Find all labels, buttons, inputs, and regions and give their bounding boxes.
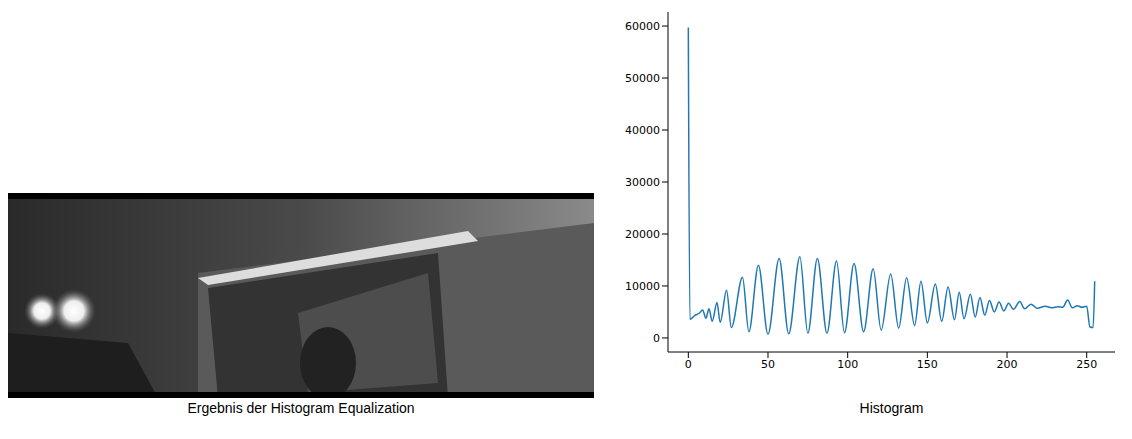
svg-text:250: 250 <box>1076 358 1097 371</box>
svg-text:0: 0 <box>685 358 692 371</box>
svg-text:10000: 10000 <box>625 280 660 293</box>
svg-text:100: 100 <box>837 358 858 371</box>
svg-text:60000: 60000 <box>625 20 660 33</box>
html-text:Histogram: Histogram <box>859 400 924 416</box>
svg-text:0: 0 <box>653 332 660 345</box>
svg-text:30000: 30000 <box>625 176 660 189</box>
svg-text:150: 150 <box>917 358 938 371</box>
svg-text:20000: 20000 <box>625 228 660 241</box>
svg-text:50000: 50000 <box>625 72 660 85</box>
html-text:Ergebnis der Histogram Equaliz: Ergebnis der Histogram Equalization <box>187 400 415 416</box>
svg-text:200: 200 <box>997 358 1018 371</box>
svg-text:50: 50 <box>761 358 775 371</box>
svg-text:40000: 40000 <box>625 124 660 137</box>
